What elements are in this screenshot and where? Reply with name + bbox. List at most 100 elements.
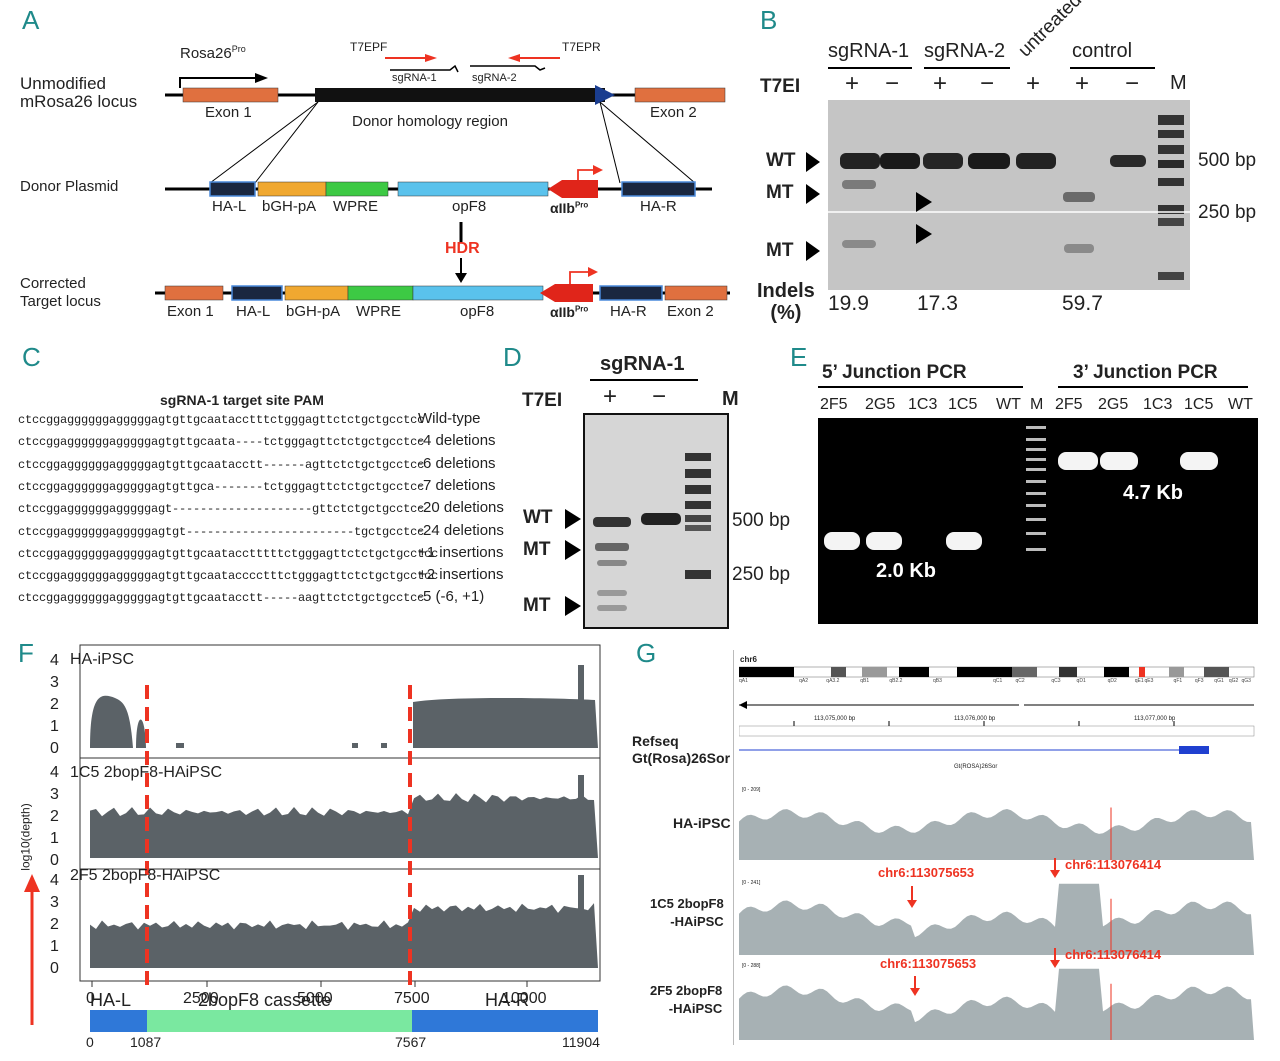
c-sequence-label: +1 insertions <box>418 543 504 561</box>
donor-plasmid-label: Donor Plasmid <box>20 178 119 195</box>
f-pos-1: 1087 <box>130 1034 162 1050</box>
f-track-3-label: 2F5 2bopF8-HAiPSC <box>70 867 221 884</box>
g-band-label: qE1 <box>1134 678 1144 684</box>
g-band-label: qA3.2 <box>826 678 840 684</box>
c-sequence-text: ctccggaggggggagggggagtgttgcaatacccctttct… <box>18 569 439 584</box>
rosa-pro-label: Rosa26Pro <box>180 44 246 62</box>
t7epf-label: T7EPF <box>350 40 388 54</box>
f-coverage-area <box>413 698 598 748</box>
g-coord-1: 113,075,000 bp <box>814 716 856 722</box>
g-coverage-area <box>739 809 1254 860</box>
c-sequence-label: -20 deletions <box>418 499 504 517</box>
f-xtick-0: 0 <box>86 990 95 1007</box>
e-gel-image <box>818 418 1258 624</box>
corrected-label: Corrected Target locus <box>20 275 101 310</box>
b-marker-label: M <box>1170 72 1187 94</box>
g-band-label: qB3 <box>933 678 942 684</box>
d-500bp: 500 bp <box>732 510 791 531</box>
bgh-label: bGH-pA <box>262 198 317 215</box>
b-gel-image <box>828 100 1190 290</box>
d-title: sgRNA-1 <box>600 353 685 375</box>
g-track2-label: 1C5 2bopF8 -HAiPSC <box>650 896 724 929</box>
b-minus-4: − <box>1125 70 1140 97</box>
panel-e-letter: E <box>790 342 808 372</box>
g-ideogram <box>739 666 1255 737</box>
c-sequence-row: ctccggaggggggagggggagtgttgca-------tctgg… <box>18 477 496 495</box>
b-indel-3: 59.7 <box>1062 292 1103 315</box>
g-range-1: [0 - 209] <box>742 787 761 793</box>
c-sequence-row: ctccggaggggggagggggagtgttgcaatacccctttct… <box>18 566 503 584</box>
c-sequence-text: ctccggaggggggagggggagtgttgcaatacctttctgg… <box>18 413 425 427</box>
c-bgh-label: bGH-pA <box>286 303 341 320</box>
wpre-label: WPRE <box>333 198 378 215</box>
b-wt-label: WT <box>766 150 796 171</box>
g-gene-track <box>739 746 1209 754</box>
g-refseq-label: Refseq Gt(Rosa)26Sor <box>632 733 731 766</box>
b-mt-label-2: MT <box>766 240 794 261</box>
f-pos-3: 11904 <box>562 1034 600 1050</box>
d-t7ei-label: T7EI <box>522 390 563 411</box>
g-track3-label: 2F5 2bopF8 -HAiPSC <box>650 983 723 1016</box>
panel-g-letter: G <box>636 638 657 668</box>
panel-f-letter: F <box>18 638 34 668</box>
exon1-label: Exon 1 <box>205 104 252 121</box>
b-plus-2: + <box>933 70 948 97</box>
aiib-label: αIIbPro <box>550 200 589 216</box>
b-mt-label-1: MT <box>766 182 794 203</box>
exon2-label: Exon 2 <box>650 104 697 121</box>
donor-region-label: Donor homology region <box>352 113 508 130</box>
sgrna2-label: sgRNA-2 <box>472 72 517 84</box>
c-sequence-label: Wild-type <box>418 410 481 427</box>
c-sequence-row: ctccggaggggggagggggagtgttgcaatacctttttct… <box>18 544 503 562</box>
c-sequence-row: ctccggaggggggagggggagtgt----------------… <box>18 522 504 540</box>
e-title-5: 5’ Junction PCR <box>822 362 967 383</box>
exon2-box <box>634 87 726 103</box>
c-sequence-row: ctccggaggggggagggggagtgttgcaatacctt-----… <box>18 588 484 606</box>
c-sequence-text: ctccggaggggggagggggagtgt----------------… <box>18 524 425 539</box>
c-sequence-row: ctccggaggggggagggggagtgttgcaatacctttctgg… <box>18 410 481 428</box>
b-minus-2: − <box>980 70 995 97</box>
f-seg-ha-l: HA-L <box>90 990 132 1010</box>
exon1-box <box>182 87 279 103</box>
c-sequence-text: ctccggaggggggagggggagtgttgca-------tctgg… <box>18 479 425 494</box>
g-band-label: qB2.2 <box>889 678 903 684</box>
b-500bp: 500 bp <box>1198 150 1257 171</box>
f-coverage-area <box>578 665 584 748</box>
b-col-sgrna2: sgRNA-2 <box>924 40 1006 62</box>
d-arrow-icons <box>565 509 581 616</box>
g-genome-browser: chr6 qA1 qA2 qA3.2 qB1 qB2.2 qB3 qC1 qC2 qC3 qD1 q… <box>733 650 1264 1045</box>
d-mt-label-1: MT <box>523 539 551 560</box>
f-pos-0: 0 <box>86 1034 94 1050</box>
d-gel-image <box>583 413 729 629</box>
f-xtick-1: 2500 <box>183 990 219 1007</box>
d-marker-label: M <box>722 388 739 410</box>
c-sequence-label: -24 deletions <box>418 521 504 539</box>
c-sequence-text: ctccggaggggggagggggagtgttgcaatacctttttct… <box>18 546 439 561</box>
g-coord-3: 113,077,000 bp <box>1134 716 1176 722</box>
g-track1-label: HA-iPSC <box>673 815 731 831</box>
g-coverage-area <box>739 883 1254 955</box>
e-title-3: 3’ Junction PCR <box>1073 362 1218 383</box>
c-ha-l-label: HA-L <box>236 303 271 320</box>
c-sequence-label: -5 (-6, +1) <box>418 588 485 606</box>
g-band-label: qC2 <box>1015 678 1025 684</box>
d-mt-label-2: MT <box>523 595 551 616</box>
g-chr-label: chr6 <box>740 655 757 664</box>
b-arrow-icons <box>806 152 820 261</box>
b-t7ei-label: T7EI <box>760 76 801 97</box>
f-coverage-area <box>136 719 146 748</box>
panel-a-letter: A <box>22 5 40 35</box>
d-250bp: 250 bp <box>732 564 791 585</box>
hdr-label: HDR <box>445 240 480 257</box>
f-xtick-4: 10000 <box>502 990 547 1007</box>
f-coverage-area <box>578 775 584 858</box>
b-plus-4: + <box>1075 70 1090 97</box>
f-seg-ha-r: HA-R <box>485 990 529 1010</box>
g-band-label: qB1 <box>860 678 870 684</box>
g-band-label: qG2 <box>1228 678 1239 684</box>
b-column-underlines <box>828 67 1155 69</box>
c-sequence-row: ctccggaggggggagggggagt------------------… <box>18 499 504 517</box>
b-inner-arrow-icons <box>916 192 932 244</box>
